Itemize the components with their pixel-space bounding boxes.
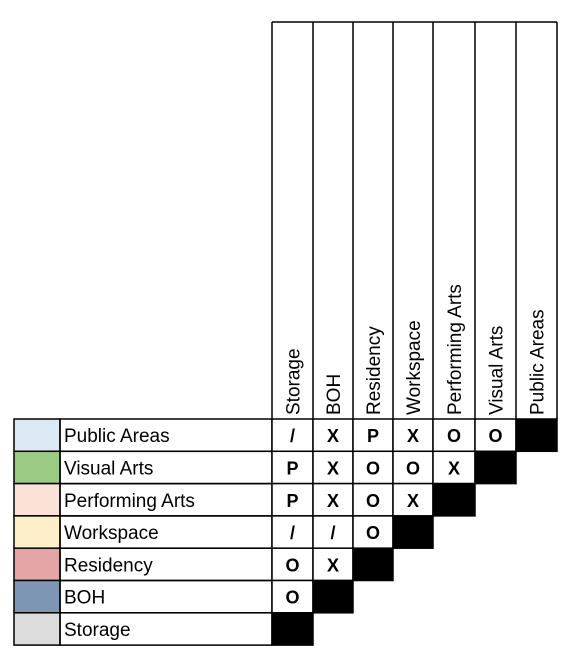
column-label: Public Areas xyxy=(528,309,549,415)
matrix-cell xyxy=(392,450,434,485)
cell-mark: X xyxy=(327,555,339,575)
row-color-swatch xyxy=(13,418,61,453)
column-label: Workspace xyxy=(404,320,425,415)
cell-mark: X xyxy=(327,426,339,446)
cell-mark: O xyxy=(406,458,420,478)
row-color-swatch xyxy=(13,579,61,614)
cell-mark: P xyxy=(286,491,298,511)
cell-mark: / xyxy=(290,523,295,543)
row-label: Storage xyxy=(64,620,131,641)
diagonal-filled-cell xyxy=(474,450,517,485)
cell-mark: O xyxy=(447,426,461,446)
cell-mark: O xyxy=(285,588,299,608)
diagonal-filled-cell xyxy=(432,482,476,517)
column-label: Performing Arts xyxy=(445,284,466,415)
cell-mark: / xyxy=(330,523,335,543)
cell-mark: X xyxy=(407,426,419,446)
column-label: Storage xyxy=(284,348,305,415)
diagonal-filled-cell xyxy=(312,579,354,614)
row-color-swatch xyxy=(13,612,61,646)
cell-mark: / xyxy=(290,426,295,446)
diagonal-filled-cell xyxy=(271,612,314,646)
cell-mark: X xyxy=(327,491,339,511)
column-label: BOH xyxy=(324,374,345,415)
diagonal-filled-cell xyxy=(352,547,394,582)
diagonal-filled-cell xyxy=(515,418,558,453)
column-label: Residency xyxy=(364,326,385,415)
cell-mark: O xyxy=(488,426,502,446)
cell-mark: O xyxy=(366,491,380,511)
row-color-swatch xyxy=(13,450,61,485)
cell-mark: O xyxy=(285,555,299,575)
row-label: Public Areas xyxy=(64,426,170,447)
cell-mark: X xyxy=(448,458,460,478)
matrix-grid xyxy=(271,21,558,419)
diagonal-filled-cell xyxy=(392,515,434,549)
column-label: Visual Arts xyxy=(487,326,508,415)
row-label: Residency xyxy=(64,555,153,576)
cell-mark: X xyxy=(327,458,339,478)
row-label: BOH xyxy=(64,588,105,609)
matrix-cell xyxy=(432,450,476,485)
row-color-swatches xyxy=(13,418,61,646)
row-color-swatch xyxy=(13,547,61,582)
row-color-swatch xyxy=(13,482,61,517)
column-headers: Storage BOH Residency Workspace Performing A… xyxy=(284,284,549,415)
matrix-cell xyxy=(271,450,314,485)
cell-mark: O xyxy=(366,458,380,478)
cell-mark: P xyxy=(367,426,379,446)
row-color-swatch xyxy=(13,515,61,549)
row-label: Visual Arts xyxy=(64,458,153,479)
cell-mark: O xyxy=(366,523,380,543)
row-labels: Public Areas Visual Arts Performing Arts Wo… xyxy=(59,418,273,646)
row-label: Workspace xyxy=(64,523,159,544)
matrix-cells: / X P X O OP X O O XP X O X// OO XO xyxy=(271,418,558,646)
cell-mark: X xyxy=(407,491,419,511)
cell-mark: P xyxy=(286,458,298,478)
matrix-cell xyxy=(352,482,394,517)
matrix-cell xyxy=(474,418,517,453)
row-label: Performing Arts xyxy=(64,491,195,512)
matrix-cell xyxy=(432,418,476,453)
